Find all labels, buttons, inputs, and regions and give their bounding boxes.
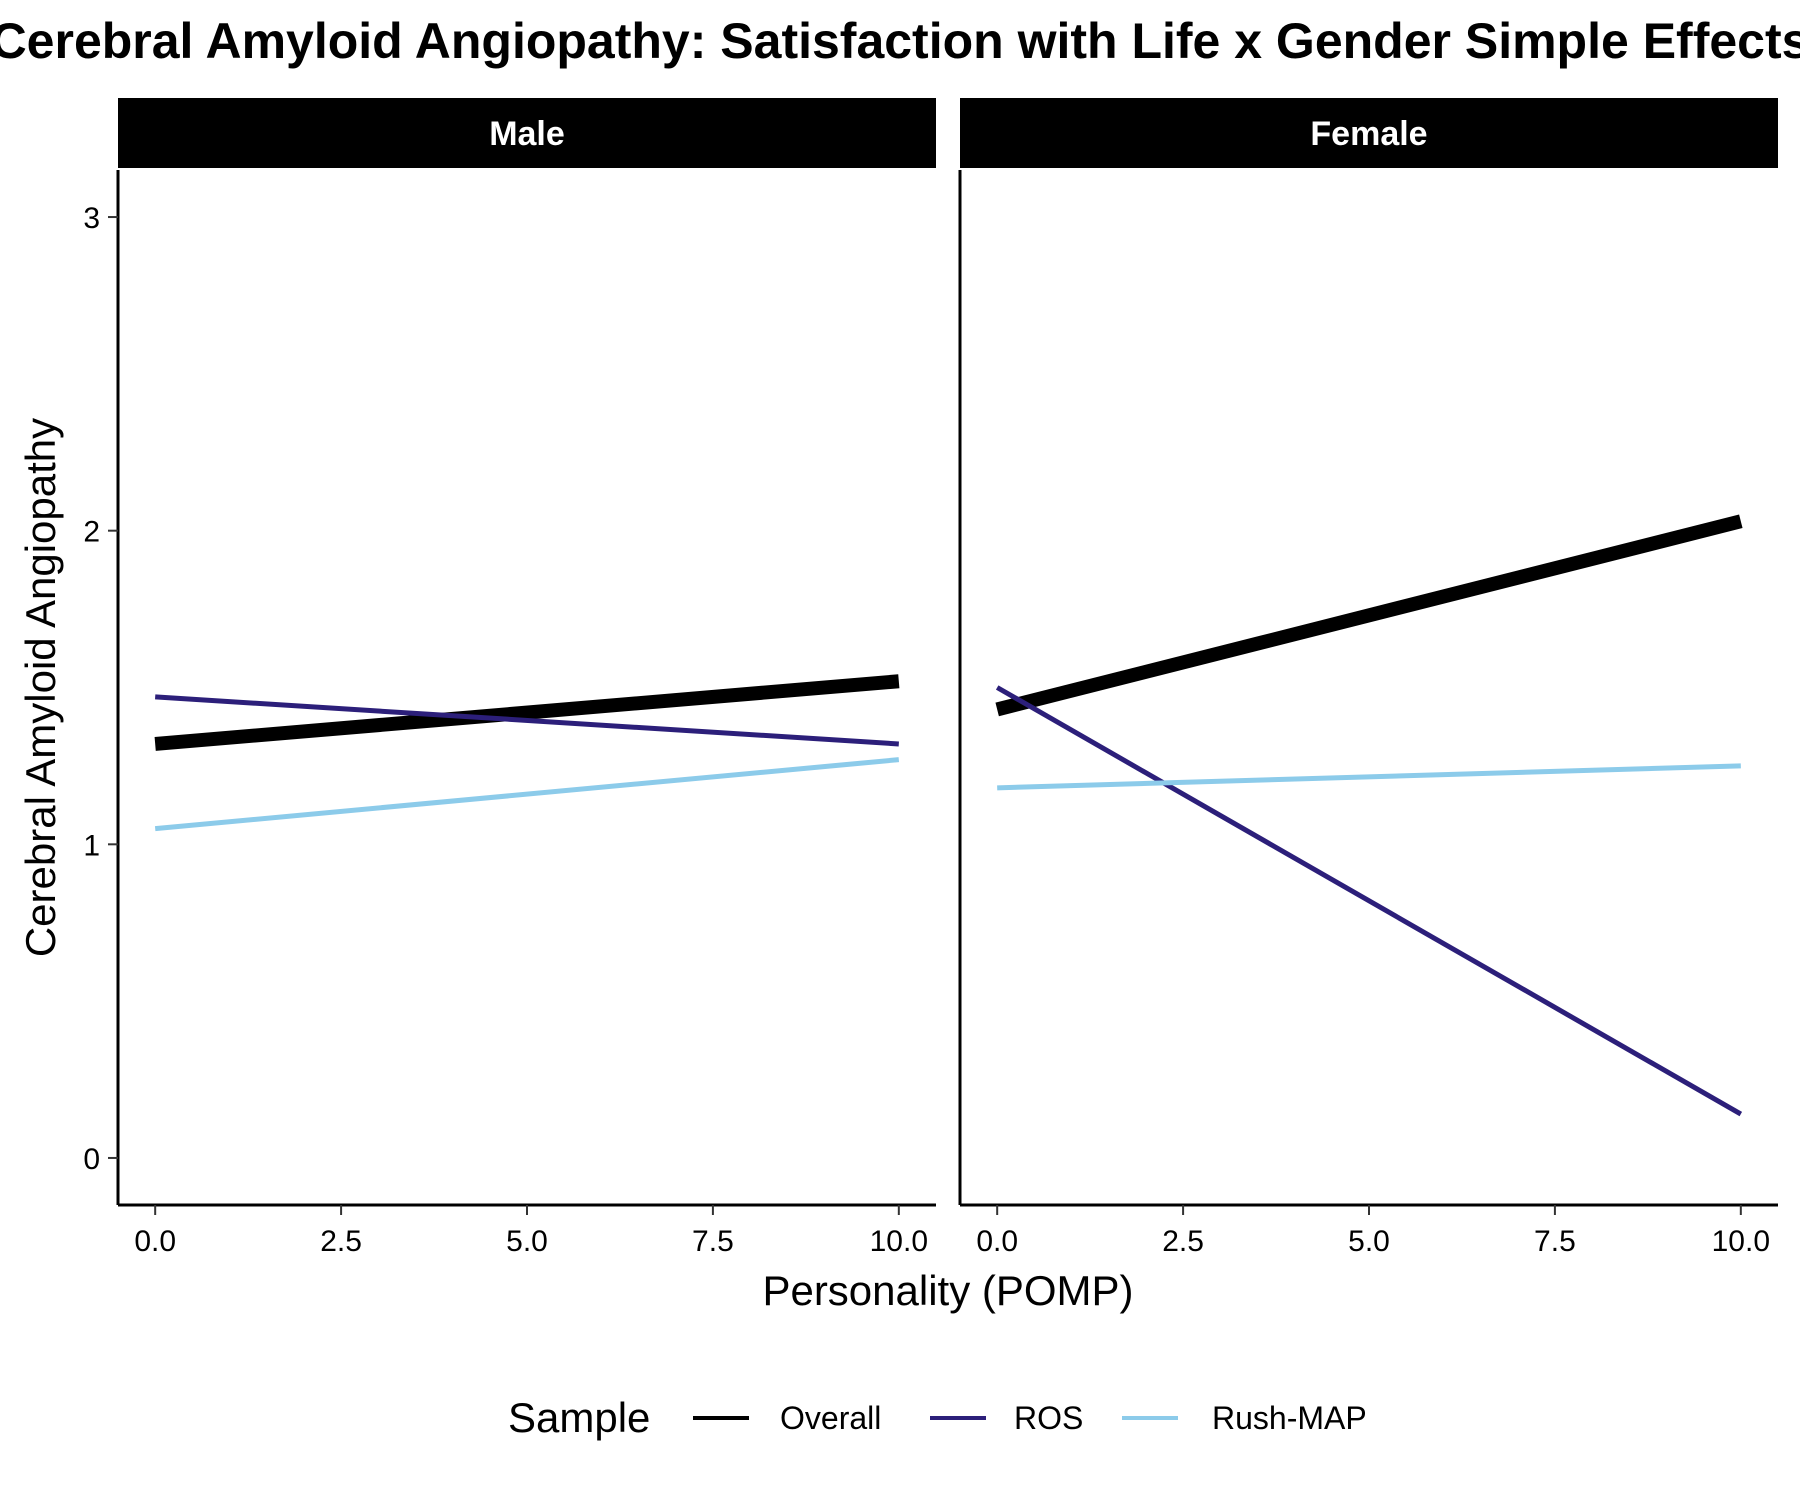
x-tick-label: 2.5 (1162, 1225, 1204, 1258)
x-tick-label: 10.0 (1712, 1225, 1770, 1258)
x-tick-label: 10.0 (870, 1225, 928, 1258)
x-axis-title: Personality (POMP) (762, 1267, 1133, 1314)
x-tick-label: 2.5 (320, 1225, 362, 1258)
series-line-rush-map-female (997, 763, 1741, 791)
legend-label: Overall (780, 1400, 881, 1436)
x-tick-label: 0.0 (134, 1225, 176, 1258)
facet-strip-female (960, 98, 1778, 168)
facet-label: Male (489, 115, 565, 153)
x-tick-label: 7.5 (1534, 1225, 1576, 1258)
y-tick-label: 0 (83, 1143, 100, 1176)
x-tick-label: 0.0 (976, 1225, 1018, 1258)
legend-title: Sample (508, 1394, 650, 1441)
y-tick-label: 3 (83, 202, 100, 235)
legend-label: Rush-MAP (1212, 1400, 1367, 1436)
x-tick-label: 5.0 (506, 1225, 548, 1258)
x-tick-label: 5.0 (1348, 1225, 1390, 1258)
series-line-ros-female (995, 685, 1743, 1117)
series-line-overall-female (995, 514, 1743, 717)
y-axis-title: Cerebral Amyloid Angiopathy (17, 418, 64, 957)
legend-label: ROS (1014, 1400, 1083, 1436)
facet-strip-male (118, 98, 936, 168)
y-tick-label: 2 (83, 516, 100, 549)
facet-label: Female (1310, 115, 1427, 153)
x-tick-label: 7.5 (692, 1225, 734, 1258)
series-line-rush-map-male (154, 757, 900, 832)
y-tick-label: 1 (83, 829, 100, 862)
series-line-overall-male (154, 674, 900, 751)
series-line-ros-male (155, 694, 899, 747)
chart-title: Cerebral Amyloid Angiopathy: Satisfactio… (0, 13, 1800, 69)
